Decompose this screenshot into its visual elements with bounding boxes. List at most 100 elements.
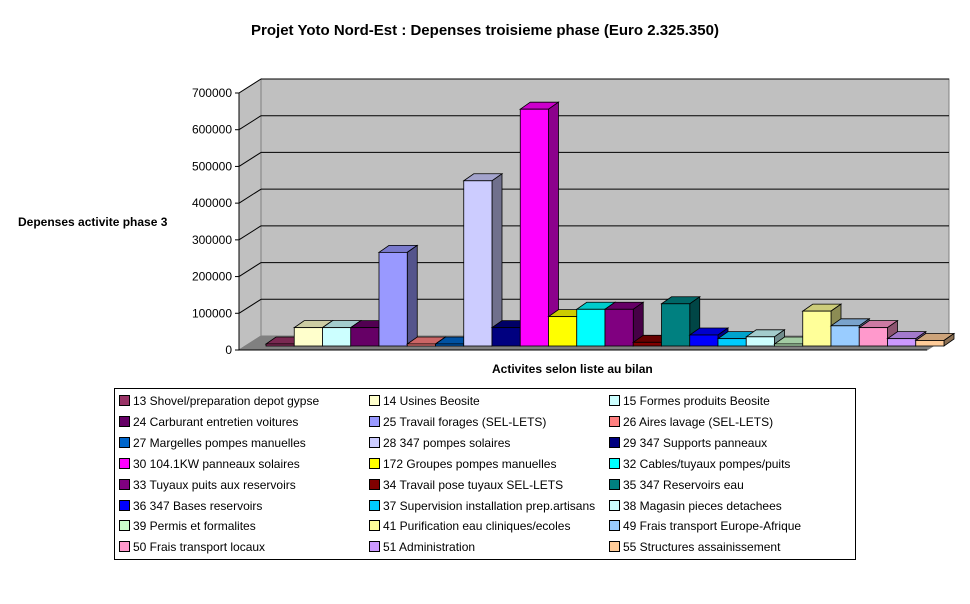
legend-swatch bbox=[119, 436, 130, 448]
side-wall bbox=[238, 78, 262, 351]
legend-item: 35 347 Reservoirs eau bbox=[609, 475, 744, 496]
bar-front-face bbox=[661, 303, 691, 347]
bar-front-face bbox=[887, 338, 917, 347]
legend-swatch bbox=[369, 478, 380, 490]
bar-front-face bbox=[435, 343, 465, 347]
legend-item: 36 347 Bases reservoirs bbox=[119, 496, 262, 517]
legend-label: 55 Structures assainissement bbox=[623, 540, 781, 555]
bar-front-face bbox=[745, 336, 775, 347]
legend-item: 39 Permis et formalites bbox=[119, 516, 256, 537]
legend-swatch bbox=[609, 541, 620, 553]
legend-item: 50 Frais transport locaux bbox=[119, 537, 265, 558]
bar-front-face bbox=[406, 343, 436, 347]
bar-front-face bbox=[774, 343, 804, 347]
legend-item: 32 Cables/tuyaux pompes/puits bbox=[609, 454, 790, 475]
y-tick-label: 500000 bbox=[192, 159, 232, 173]
legend-label: 35 347 Reservoirs eau bbox=[623, 477, 744, 492]
bar-front-face bbox=[491, 327, 521, 347]
legend-swatch bbox=[119, 541, 130, 553]
legend-swatch bbox=[609, 478, 620, 490]
bars bbox=[264, 101, 956, 347]
legend-swatch bbox=[119, 520, 130, 532]
x-axis-label: Activites selon liste au bilan bbox=[492, 362, 653, 376]
legend-swatch bbox=[609, 436, 620, 448]
legend-swatch bbox=[369, 415, 380, 427]
legend-item: 172 Groupes pompes manuelles bbox=[369, 454, 556, 475]
bar bbox=[744, 329, 786, 347]
legend-item: 26 Aires lavage (SEL-LETS) bbox=[609, 412, 773, 433]
y-axis-label: Depenses activite phase 3 bbox=[18, 215, 168, 229]
bar-front-face bbox=[519, 108, 549, 347]
legend-label: 50 Frais transport locaux bbox=[133, 540, 266, 555]
legend-label: 15 Formes produits Beosite bbox=[623, 394, 770, 408]
gridline-side bbox=[238, 225, 262, 241]
y-tick-label: 0 bbox=[225, 343, 232, 357]
legend-label: 25 Travail forages (SEL-LETS) bbox=[383, 414, 547, 429]
bar-front-face bbox=[378, 251, 408, 347]
legend-label: 24 Carburant entretien voitures bbox=[133, 414, 299, 429]
legend-item: 28 347 pompes solaires bbox=[369, 433, 510, 454]
legend-item: 27 Margelles pompes manuelles bbox=[119, 433, 306, 454]
legend-label: 13 Shovel/preparation depot gypse bbox=[133, 394, 320, 408]
legend-label: 34 Travail pose tuyaux SEL-LETS bbox=[383, 477, 564, 492]
legend-label: 51 Administration bbox=[383, 540, 476, 555]
bar bbox=[377, 244, 419, 347]
legend-swatch bbox=[119, 395, 130, 406]
legend-item: 25 Travail forages (SEL-LETS) bbox=[369, 412, 546, 433]
y-tick-label: 400000 bbox=[192, 196, 232, 210]
legend-swatch bbox=[609, 499, 620, 511]
legend-label: 27 Margelles pompes manuelles bbox=[133, 435, 306, 450]
legend-swatch bbox=[609, 457, 620, 469]
chart-title: Projet Yoto Nord-Est : Depenses troisiem… bbox=[251, 22, 719, 39]
legend-label: 49 Frais transport Europe-Afrique bbox=[623, 519, 802, 534]
legend-item: 37 Supervision installation prep.artisan… bbox=[369, 496, 595, 517]
legend-label: 33 Tuyaux puits aux reservoirs bbox=[133, 477, 296, 492]
legend-label: 32 Cables/tuyaux pompes/puits bbox=[623, 456, 791, 471]
gridline-side bbox=[238, 115, 262, 131]
legend-item: 34 Travail pose tuyaux SEL-LETS bbox=[369, 475, 563, 496]
legend-swatch bbox=[119, 457, 130, 469]
legend-swatch bbox=[119, 415, 130, 427]
y-tick-label: 200000 bbox=[192, 270, 232, 284]
gridline-side bbox=[238, 262, 262, 277]
legend-label: 28 347 pompes solaires bbox=[383, 435, 511, 450]
legend-item: 15 Formes produits Beosite bbox=[609, 391, 770, 412]
legend-item: 51 Administration bbox=[369, 537, 475, 558]
bar-front-face bbox=[830, 325, 860, 347]
bar bbox=[603, 301, 645, 347]
gridlines bbox=[238, 78, 949, 314]
legend-label: 29 347 Supports panneaux bbox=[623, 435, 768, 450]
bar-front-face bbox=[689, 334, 719, 347]
legend-label: 36 347 Bases reservoirs bbox=[133, 498, 263, 513]
bar-front-face bbox=[463, 180, 493, 347]
legend-item: 41 Purification eau cliniques/ecoles bbox=[369, 516, 570, 537]
legend-label: 14 Usines Beosite bbox=[383, 394, 480, 408]
legend: 13 Shovel/preparation depot gypse 14 Usin… bbox=[114, 388, 856, 560]
bar-front-face bbox=[915, 340, 945, 347]
legend-item: 55 Structures assainissement bbox=[609, 537, 780, 558]
bar-front-face bbox=[265, 343, 295, 347]
gridline-side bbox=[238, 298, 262, 314]
legend-item: 24 Carburant entretien voitures bbox=[119, 412, 298, 433]
gridline-side bbox=[238, 152, 262, 167]
legend-label: 39 Permis et formalites bbox=[133, 519, 256, 534]
legend-item: 29 347 Supports panneaux bbox=[609, 433, 767, 454]
bar-front-face bbox=[717, 338, 747, 347]
legend-item: 38 Magasin pieces detachees bbox=[609, 496, 782, 517]
legend-swatch bbox=[369, 541, 380, 553]
bar-side-face bbox=[406, 244, 418, 347]
legend-item: 30 104.1KW panneaux solaires bbox=[119, 454, 300, 475]
legend-label: 26 Aires lavage (SEL-LETS) bbox=[623, 414, 774, 429]
legend-swatch bbox=[369, 436, 380, 448]
bar-side-face bbox=[491, 173, 503, 347]
bar-front-face bbox=[548, 316, 578, 347]
legend-swatch bbox=[609, 415, 620, 427]
legend-swatch bbox=[369, 499, 380, 511]
legend-item: 14 Usines Beosite bbox=[369, 391, 480, 412]
bar bbox=[462, 173, 504, 347]
legend-label: 37 Supervision installation prep.artisan… bbox=[383, 498, 596, 513]
bar-front-face bbox=[293, 327, 323, 347]
bar bbox=[914, 332, 956, 347]
legend-label: 172 Groupes pompes manuelles bbox=[383, 456, 557, 471]
legend-item: 33 Tuyaux puits aux reservoirs bbox=[119, 475, 296, 496]
